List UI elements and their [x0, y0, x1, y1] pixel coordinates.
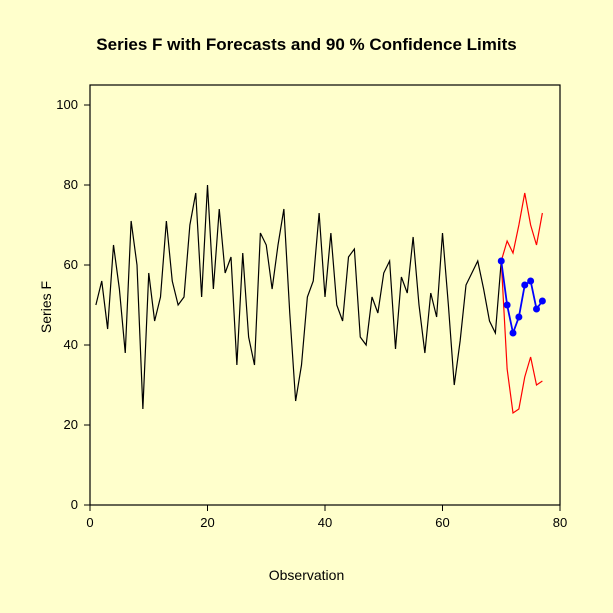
chart-plot: 0 20 40 60 80 0 20 40 60 80 100 [0, 0, 613, 613]
forecast-marker [521, 282, 528, 289]
forecast-marker [527, 278, 534, 285]
y-tick-label: 20 [64, 417, 78, 432]
x-tick-label: 40 [318, 515, 332, 530]
series-forecast [501, 261, 542, 333]
forecast-marker [510, 330, 517, 337]
series-upper [501, 193, 542, 261]
y-tick-label: 60 [64, 257, 78, 272]
forecast-marker [539, 298, 546, 305]
chart-container: Series F with Forecasts and 90 % Confide… [0, 0, 613, 613]
forecast-marker [515, 314, 522, 321]
series-observed [96, 185, 501, 409]
y-tick-label: 80 [64, 177, 78, 192]
y-tick-label: 0 [71, 497, 78, 512]
x-tick-label: 20 [200, 515, 214, 530]
y-tick-label: 100 [56, 97, 78, 112]
forecast-marker [533, 306, 540, 313]
forecast-marker [504, 302, 511, 309]
x-tick-label: 80 [553, 515, 567, 530]
y-tick-label: 40 [64, 337, 78, 352]
x-tick-label: 0 [86, 515, 93, 530]
x-tick-label: 60 [435, 515, 449, 530]
forecast-marker [498, 258, 505, 265]
